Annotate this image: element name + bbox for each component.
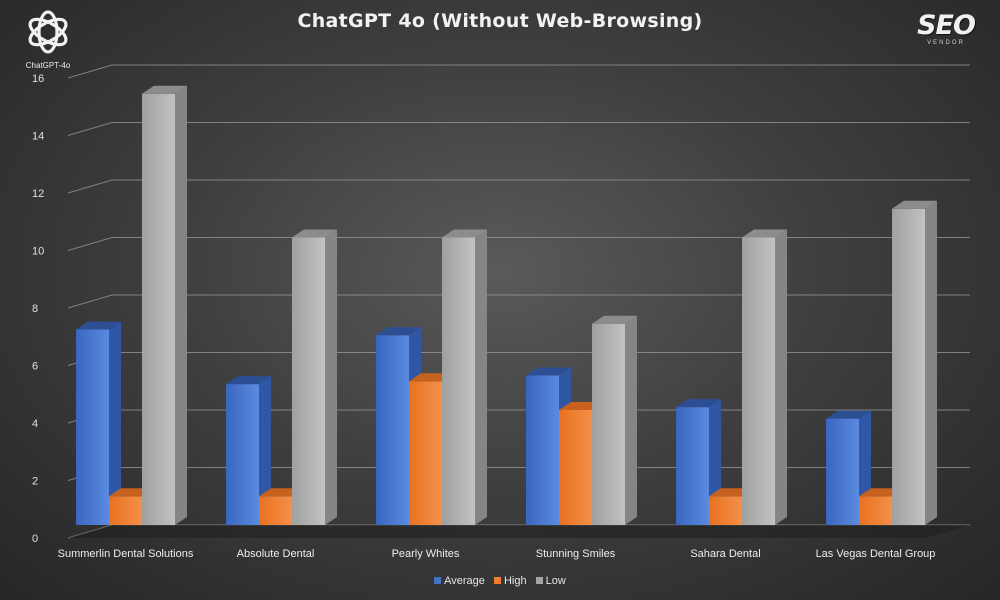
bar-average — [76, 329, 109, 525]
x-tick-label: Summerlin Dental Solutions — [58, 548, 194, 560]
y-tick-label: 2 — [32, 476, 38, 488]
bar-average — [676, 407, 709, 525]
legend-item-high: High — [493, 575, 527, 587]
chart-title: ChatGPT 4o (Without Web-Browsing) — [297, 10, 703, 32]
y-tick-label: 10 — [32, 246, 44, 258]
bar-low-top — [592, 315, 637, 324]
chart-floor — [68, 525, 970, 538]
bar-average-side — [109, 321, 121, 525]
gridline — [67, 64, 970, 79]
bar-low — [442, 237, 475, 525]
x-tick-label: Sahara Dental — [690, 548, 760, 560]
legend: Average High Low — [0, 575, 1000, 587]
bar-low-top — [742, 229, 787, 238]
bar-average-top — [826, 410, 871, 419]
legend-item-low: Low — [535, 575, 566, 587]
bar-low — [142, 93, 175, 525]
bar-high — [109, 496, 142, 525]
bar-low-side — [175, 85, 187, 525]
bar-low — [592, 323, 625, 525]
bar-high — [259, 496, 292, 525]
legend-label-high: High — [503, 575, 527, 587]
bar-low-side — [775, 229, 787, 525]
bar-low-side — [925, 200, 937, 525]
y-tick-label: 0 — [32, 533, 38, 545]
axis-labels: 0 2 4 6 8 10 12 14 16 Summerlin Dental Solutions A… — [32, 73, 935, 560]
bar-low-top — [292, 229, 337, 238]
chart-floor-plane — [68, 525, 970, 538]
legend-item-average: Average — [434, 575, 485, 587]
bar-average-side — [259, 376, 271, 525]
y-tick-label: 12 — [32, 188, 44, 200]
chatgpt-logo: ChatGPT-4o — [18, 6, 78, 70]
bar-average — [226, 384, 259, 525]
bar-low — [292, 237, 325, 525]
gridline — [67, 237, 970, 251]
bar-average-top — [376, 327, 421, 336]
bar-average — [376, 335, 409, 525]
bar-high — [709, 496, 742, 525]
bar-low-top — [142, 85, 187, 94]
y-tick-label: 8 — [32, 303, 38, 315]
legend-label-average: Average — [444, 575, 485, 587]
logo-caption: ChatGPT-4o — [25, 61, 71, 70]
bar-low — [892, 208, 925, 525]
bar-average-top — [526, 367, 571, 376]
legend-swatch-high — [493, 577, 501, 584]
bar-low-side — [325, 229, 337, 525]
legend-swatch-average — [434, 577, 442, 584]
y-tick-label: 6 — [32, 361, 38, 373]
gridline — [67, 122, 970, 136]
bar-low-top — [892, 200, 937, 209]
bar-low-side — [475, 229, 487, 525]
y-tick-label: 4 — [32, 418, 38, 430]
bar-high — [859, 496, 892, 525]
x-tick-label: Las Vegas Dental Group — [816, 548, 936, 560]
gridline — [67, 179, 970, 194]
y-tick-label: 14 — [32, 131, 44, 143]
gridline — [67, 352, 970, 366]
openai-logo-icon — [28, 10, 68, 54]
x-tick-label: Stunning Smiles — [536, 548, 616, 560]
bars — [76, 85, 937, 525]
bar-low-top — [442, 229, 487, 238]
bar-average-top — [76, 321, 121, 330]
y-tick-label: 16 — [32, 73, 44, 85]
seo-logo-subtext: VENDOR — [927, 40, 965, 46]
legend-swatch-low — [535, 577, 543, 584]
seo-vendor-logo-icon: SEO VENDOR — [916, 12, 976, 46]
bar-average-top — [226, 376, 271, 385]
bar-average — [526, 375, 559, 525]
bar-high — [559, 410, 592, 525]
bar-average-top — [676, 399, 721, 408]
seo-logo-text: SEO — [917, 10, 976, 41]
legend-label-low: Low — [545, 575, 566, 587]
bar-high — [409, 381, 442, 525]
bar-low-side — [625, 315, 637, 525]
x-tick-label: Pearly Whites — [392, 548, 460, 560]
bar-average — [826, 418, 859, 525]
bar-low — [742, 237, 775, 525]
x-tick-label: Absolute Dental — [237, 548, 315, 560]
gridline — [67, 294, 970, 309]
